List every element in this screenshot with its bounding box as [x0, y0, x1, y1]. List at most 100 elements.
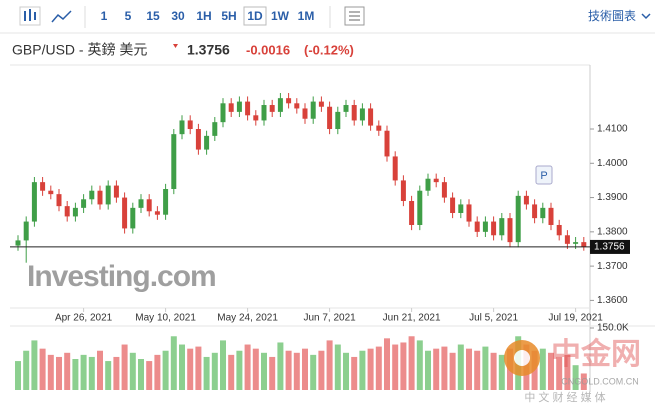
line-icon[interactable] — [51, 10, 72, 23]
y-tick-label: 1.3900 — [597, 192, 628, 203]
volume-bar — [220, 340, 226, 390]
volume-bar — [302, 348, 308, 390]
interval[interactable]: 5 — [125, 9, 132, 23]
candle-body — [113, 185, 119, 198]
candle-body — [40, 182, 46, 191]
candle-body — [236, 101, 242, 112]
candle-body — [171, 134, 177, 189]
x-tick-label: Jun 21, 2021 — [383, 313, 441, 324]
candle-body — [31, 182, 37, 222]
volume-bar — [498, 354, 505, 390]
volume-bar — [343, 352, 349, 390]
interval[interactable]: 1 — [101, 9, 108, 23]
volume-bar — [252, 348, 259, 390]
volume-bar — [80, 354, 87, 390]
volume-bar — [236, 350, 243, 390]
volume-bar — [572, 365, 579, 390]
volume-bar — [97, 350, 103, 390]
candle-body — [253, 115, 259, 121]
volume-tick-label: 150.0K — [597, 323, 629, 334]
candle-body — [499, 218, 505, 236]
candle-body — [507, 218, 513, 243]
candle-body — [204, 135, 210, 150]
candle-body — [89, 190, 95, 200]
candle-body — [15, 240, 21, 246]
price: 1.3756 — [187, 42, 230, 58]
candle-body — [261, 105, 267, 121]
y-tick-label: 1.3800 — [597, 226, 628, 237]
candle-body — [286, 98, 292, 104]
candle-body — [335, 111, 341, 130]
candle-body — [56, 194, 62, 207]
volume-bar — [441, 346, 448, 390]
x-tick-label: Jul 5, 2021 — [469, 313, 518, 324]
candle-body — [269, 105, 275, 112]
volume-bar — [154, 354, 161, 390]
interval[interactable]: 30 — [171, 9, 185, 23]
candle-body — [220, 103, 226, 123]
candle-body — [351, 105, 357, 121]
volume-bar — [88, 356, 95, 390]
candle-body — [540, 207, 546, 219]
cngold-logo — [514, 350, 530, 366]
volume-bar — [392, 344, 399, 390]
volume-bar — [64, 352, 71, 390]
candle-body — [556, 224, 562, 236]
volume-bar — [433, 348, 440, 390]
cngold-watermark: 中金网 CNGOLD.COM.CN 中 文 财 经 媒 体 — [504, 337, 641, 404]
interval[interactable]: 5H — [221, 9, 236, 23]
interval[interactable]: 1M — [298, 9, 315, 23]
candle-body — [245, 101, 251, 116]
volume-bar — [375, 346, 382, 390]
volume-bar — [121, 344, 128, 390]
candle-body — [154, 211, 160, 215]
interval[interactable]: 1H — [196, 9, 211, 23]
candle-body — [130, 207, 136, 229]
volume-bar — [359, 350, 366, 390]
candle-body — [23, 221, 29, 241]
volume-bar — [203, 356, 210, 390]
candle-body — [81, 199, 87, 208]
candle-body — [368, 108, 374, 126]
volume-bar — [244, 344, 251, 390]
candle-body — [343, 105, 349, 112]
candle-body — [441, 182, 447, 198]
candle-body — [318, 101, 324, 107]
y-tick-label: 1.3600 — [597, 295, 628, 306]
candle-body — [491, 221, 497, 236]
active-interval — [243, 6, 267, 26]
candle-body — [97, 190, 103, 205]
volume-bar — [457, 344, 464, 390]
change: -0.0016 — [246, 42, 290, 57]
volume-bar — [326, 340, 333, 390]
volume-bar — [490, 352, 497, 390]
y-tick-label: 1.3700 — [597, 261, 628, 272]
toolbar: 技術圖表 — [0, 6, 655, 34]
volume-bar — [15, 361, 21, 390]
chart-link[interactable]: 技術圖表 — [588, 9, 636, 23]
candle-body — [474, 221, 480, 232]
volume-bar — [179, 344, 185, 390]
candle-body — [523, 195, 529, 205]
candle-body — [450, 197, 456, 213]
candle-body — [228, 103, 234, 112]
interval[interactable]: 15 — [146, 9, 160, 23]
candle-body — [400, 180, 406, 201]
candle-body — [195, 129, 201, 150]
volume-bar — [170, 336, 177, 390]
interval[interactable]: 1D — [247, 9, 263, 23]
volume-bar — [548, 352, 554, 390]
volume-bar — [113, 356, 120, 390]
candle-body — [163, 189, 169, 215]
volume-bar — [416, 340, 423, 390]
volume-bar — [334, 344, 341, 390]
volume-bar — [162, 350, 169, 390]
volume-bar — [211, 352, 218, 390]
volume-bar — [482, 346, 489, 390]
badge-box[interactable] — [535, 165, 553, 185]
interval[interactable]: 1W — [271, 9, 290, 23]
candle-body — [581, 242, 587, 247]
badge[interactable]: P — [540, 170, 547, 182]
volume-bar — [31, 340, 38, 390]
candle-body — [146, 199, 152, 212]
